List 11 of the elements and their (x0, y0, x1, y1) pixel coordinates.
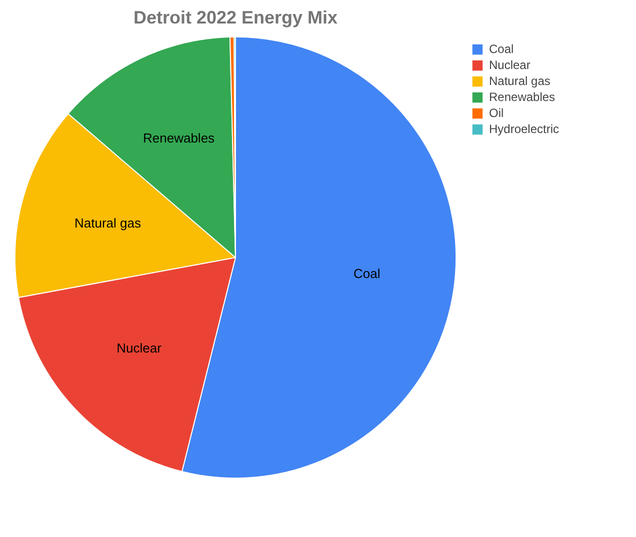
legend-label: Renewables (489, 90, 556, 104)
chart-title: Detroit 2022 Energy Mix (133, 8, 338, 28)
legend-label: Hydroelectric (489, 122, 560, 136)
legend-label: Coal (489, 42, 514, 56)
legend-label: Natural gas (489, 74, 550, 88)
slice-label: Renewables (143, 130, 216, 146)
slice-label: Nuclear (116, 340, 162, 356)
slice-label: Coal (353, 266, 380, 282)
slice-label: Natural gas (74, 215, 142, 230)
legend-label: Nuclear (489, 58, 530, 72)
legend-label: Oil (489, 106, 505, 120)
